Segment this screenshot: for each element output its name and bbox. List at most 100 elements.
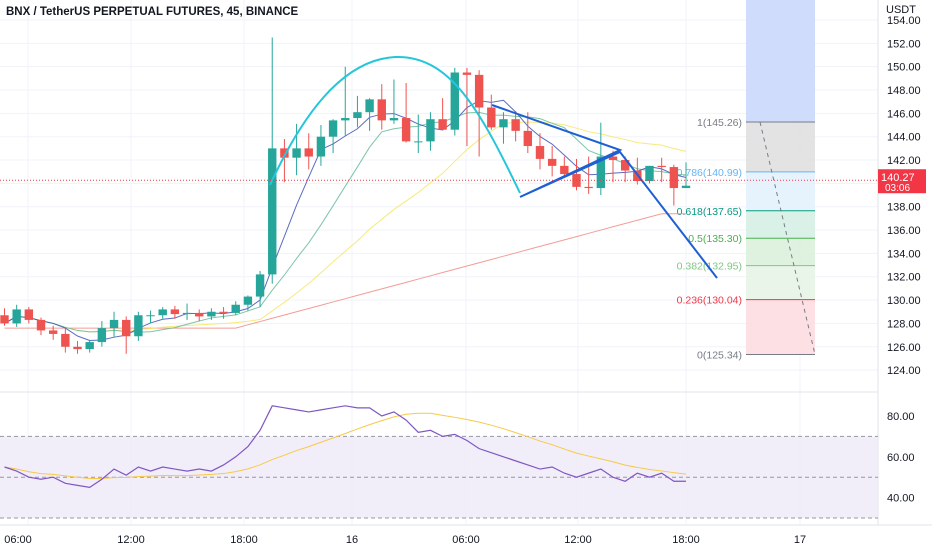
price-tick: 138.00	[887, 202, 921, 214]
candle[interactable]	[462, 67, 472, 147]
fib-level-label: 0.236(130.04)	[677, 295, 742, 307]
candle-body	[207, 311, 216, 317]
candle[interactable]	[73, 340, 82, 354]
candle[interactable]	[97, 321, 107, 347]
candle[interactable]	[341, 66, 350, 136]
candle-body	[547, 158, 557, 166]
candle-body	[243, 296, 253, 305]
cup-pattern-curve[interactable]	[269, 55, 521, 194]
rsi-tick: 40.00	[887, 493, 915, 505]
rsi-ma-line	[4, 412, 687, 480]
time-tick: 18:00	[672, 534, 700, 546]
candle[interactable]	[146, 310, 155, 324]
pennant-pattern-lines[interactable]	[491, 104, 718, 279]
candle[interactable]	[389, 79, 399, 124]
currency-label: USDT	[886, 4, 916, 16]
price-tick: 142.00	[887, 155, 921, 167]
candle[interactable]	[109, 311, 119, 338]
candle[interactable]	[268, 37, 277, 284]
candle[interactable]	[560, 156, 569, 178]
candle[interactable]	[195, 309, 204, 322]
candle[interactable]	[474, 70, 484, 157]
candle[interactable]	[48, 325, 58, 340]
candle-body	[61, 333, 70, 347]
candle[interactable]	[499, 112, 508, 144]
candle[interactable]	[219, 307, 228, 319]
candle[interactable]	[207, 308, 216, 320]
time-tick: 06:00	[452, 534, 480, 546]
candle[interactable]	[122, 316, 131, 354]
fib-zone	[746, 171, 815, 211]
candle-body	[596, 156, 606, 189]
candle-body	[414, 141, 423, 143]
candle[interactable]	[450, 67, 459, 136]
chart-title: BNX / TetherUS PERPETUAL FUTURES, 45, BI…	[6, 6, 299, 18]
candle[interactable]	[328, 119, 338, 154]
price-tick: 154.00	[887, 15, 921, 27]
candle-body	[377, 99, 386, 121]
candle[interactable]	[182, 303, 192, 320]
candle[interactable]	[316, 125, 326, 166]
candle[interactable]	[85, 339, 94, 353]
price-tick: 134.00	[887, 248, 921, 260]
candle[interactable]	[487, 94, 496, 130]
candle[interactable]	[292, 123, 301, 176]
candle[interactable]	[304, 133, 313, 170]
candle[interactable]	[353, 95, 362, 128]
candle[interactable]	[365, 98, 374, 131]
fib-level-label: 0(125.34)	[697, 349, 742, 361]
candle[interactable]	[645, 165, 654, 184]
time-axis[interactable]: 06:00 12:00 18:00 16 06:00 12:00 18:00 17	[4, 534, 806, 546]
candle[interactable]	[511, 111, 520, 142]
candle[interactable]	[36, 317, 46, 336]
candle[interactable]	[231, 301, 240, 316]
candle-body	[341, 118, 350, 121]
candle[interactable]	[243, 295, 253, 311]
candle[interactable]	[158, 307, 167, 319]
candle-body	[255, 274, 265, 297]
candle[interactable]	[134, 311, 143, 341]
candle-body	[438, 119, 447, 130]
candle[interactable]	[0, 308, 9, 326]
candle-body	[511, 119, 520, 131]
candle-body	[316, 136, 326, 157]
candle[interactable]	[401, 83, 411, 143]
candle-body	[0, 315, 9, 324]
time-tick: 12:00	[117, 534, 145, 546]
candle[interactable]	[535, 133, 545, 170]
trendline-drawings[interactable]	[0, 55, 878, 279]
candle[interactable]	[414, 114, 423, 154]
candle[interactable]	[657, 157, 666, 183]
candle-body	[474, 74, 484, 108]
candle[interactable]	[620, 156, 630, 183]
candle[interactable]	[438, 98, 447, 130]
candle-body	[292, 148, 301, 158]
candle-body	[523, 130, 533, 147]
candle-body	[219, 311, 228, 313]
candle[interactable]	[547, 146, 557, 177]
price-tick: 144.00	[887, 132, 921, 144]
fibonacci-retracement[interactable]: 1(145.26) 0.786(140.99) 0.618(137.65) 0.5(1…	[677, 0, 816, 361]
ma-10-line	[4, 111, 687, 333]
candle[interactable]	[255, 270, 265, 308]
candle[interactable]	[61, 328, 70, 353]
candle[interactable]	[280, 139, 289, 183]
fib-zone	[746, 299, 815, 355]
candle[interactable]	[170, 305, 180, 319]
rsi-pane[interactable]	[0, 405, 878, 519]
candle-body	[36, 319, 46, 331]
candle[interactable]	[24, 307, 34, 324]
candle[interactable]	[669, 164, 679, 206]
candle[interactable]	[523, 112, 533, 154]
candle[interactable]	[12, 304, 21, 327]
candle[interactable]	[426, 112, 435, 151]
candle[interactable]	[377, 84, 386, 130]
candle-body	[365, 99, 374, 113]
candle-body	[450, 72, 459, 130]
candle[interactable]	[681, 162, 691, 189]
candle-body	[109, 319, 119, 329]
candle[interactable]	[584, 156, 593, 194]
price-tick: 136.00	[887, 225, 921, 237]
